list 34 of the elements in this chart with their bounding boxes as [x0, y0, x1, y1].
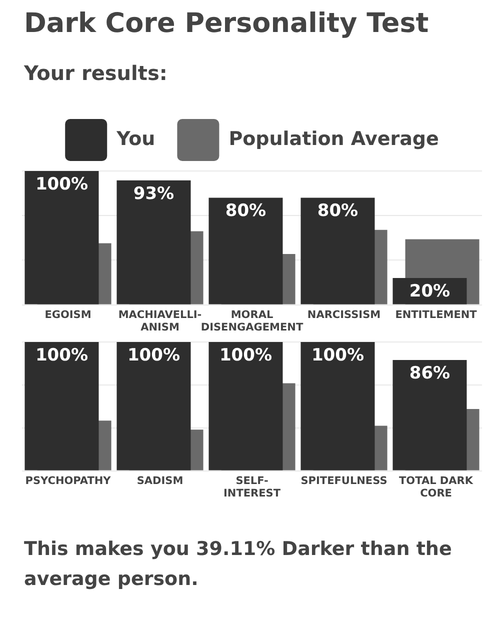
x-tick-label: EGOISM [44, 308, 92, 321]
bar [208, 198, 283, 304]
data-label: 20% [409, 281, 450, 302]
chart-subtitle: Your results: [24, 61, 168, 85]
x-tick-label: SELF-INTEREST [223, 474, 282, 500]
x-tick-label: PSYCHOPATHY [25, 474, 112, 487]
bar [24, 342, 99, 470]
legend-label: You [116, 128, 156, 150]
bar [392, 360, 467, 470]
data-label: 100% [219, 345, 272, 366]
x-tick-label: SADISM [136, 474, 184, 487]
bar [300, 342, 375, 470]
data-label: 80% [317, 201, 358, 222]
bar [116, 180, 191, 304]
x-tick-label: MACHIAVELLI-ANISM [118, 308, 202, 334]
data-label: 93% [133, 184, 174, 204]
data-label: 80% [225, 201, 266, 222]
text: This makes you 39.11% Darker than the average person. [24, 537, 453, 592]
x-tick-label: SPITEFULNESS [300, 474, 388, 487]
bar [24, 171, 99, 304]
data-label: 100% [35, 345, 88, 366]
x-tick-label: NARCISSISM [307, 308, 381, 321]
bar [208, 342, 283, 470]
chart-title: Dark Core Personality Test [24, 8, 430, 39]
bar [300, 198, 375, 304]
data-label: 100% [35, 174, 88, 194]
data-label: 86% [409, 363, 450, 384]
x-tick-label: ENTITLEMENT [395, 308, 478, 321]
data-label: 100% [127, 345, 180, 366]
x-tick-label: TOTAL DARK CORE [399, 474, 474, 500]
legend-label: Population Average [228, 128, 439, 150]
bar [116, 342, 191, 470]
data-label: 100% [311, 345, 364, 366]
x-tick-label: MORAL DISENGAGEMENT [200, 308, 304, 334]
